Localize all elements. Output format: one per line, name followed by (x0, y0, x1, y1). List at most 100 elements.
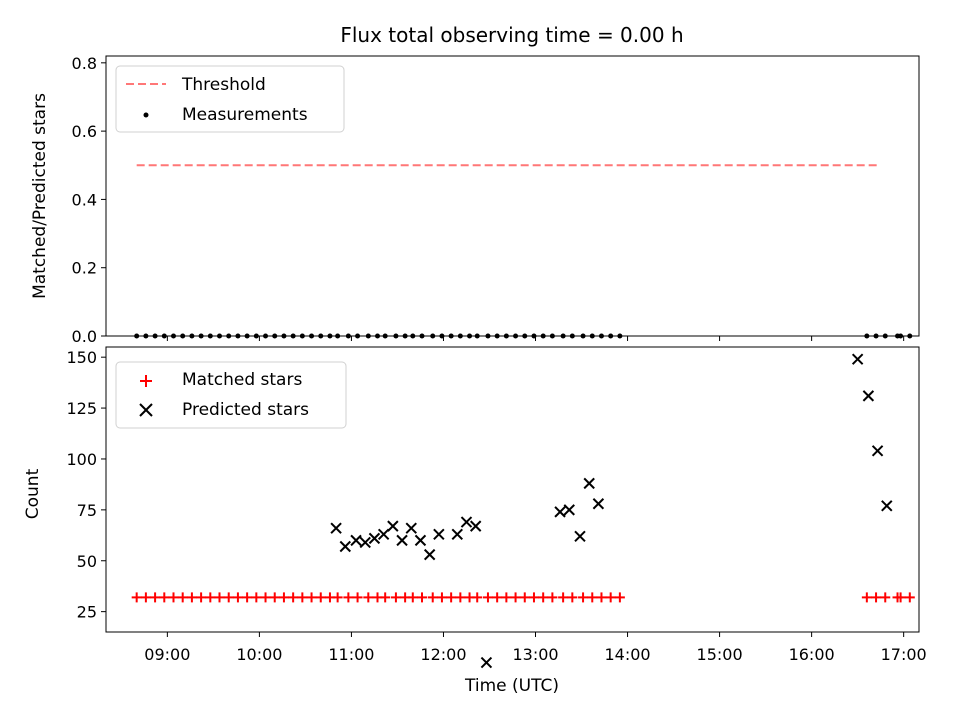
top-legend: Threshold Measurements (115, 65, 345, 133)
predicted-point (330, 522, 342, 534)
matched-point (363, 592, 374, 603)
matched-point (482, 592, 493, 603)
measurement-point (898, 333, 904, 339)
matched-point (223, 592, 234, 603)
measurement-point (513, 333, 519, 339)
measurement-point (402, 333, 408, 339)
predicted-point (480, 656, 493, 669)
measurements-legend-swatch (143, 112, 149, 118)
matched-point (232, 592, 243, 603)
bottom-y-ticks: 25 50 75 100 125 150 (66, 348, 106, 622)
measurement-point (467, 333, 473, 339)
measurement-point (580, 333, 586, 339)
predicted-point (387, 520, 399, 532)
predicted-point (451, 528, 463, 540)
bottom-y-axis-label: Count (23, 468, 43, 519)
measurement-point (299, 333, 305, 339)
predicted-point (592, 498, 605, 510)
measurement-point (907, 333, 913, 339)
bottom-x-ticks: 09:00 10:00 11:00 12:00 13:00 14:00 15:00 16:00… (144, 632, 927, 664)
matched-point (177, 592, 188, 603)
matched-point (269, 592, 280, 603)
predicted-point (563, 504, 575, 516)
measurement-point (318, 333, 324, 339)
predicted-point (460, 516, 473, 528)
chart-title: Flux total observing time = 0.00 h (340, 23, 683, 47)
bottom-y-tick-label: 25 (77, 603, 97, 622)
measurement-point (430, 333, 436, 339)
matched-point (343, 592, 354, 603)
x-tick-label: 17:00 (881, 645, 927, 664)
matched-point (605, 592, 616, 603)
matched-point (288, 592, 299, 603)
measurement-point (882, 333, 888, 339)
predicted-legend-label: Predicted stars (182, 400, 309, 420)
matched-point (904, 592, 915, 603)
measurement-point (540, 333, 546, 339)
measurement-point (382, 333, 388, 339)
measurement-point (522, 333, 528, 339)
matched-point (567, 592, 578, 603)
matched-point (140, 592, 151, 603)
measurement-point (448, 333, 454, 339)
matched-point (861, 592, 872, 603)
matched-point (205, 592, 216, 603)
bottom-y-tick-label: 100 (66, 450, 97, 469)
measurement-point (419, 333, 425, 339)
predicted-point (339, 540, 352, 553)
matched-point (196, 592, 207, 603)
matched-point (492, 592, 503, 603)
matched-point (547, 592, 558, 603)
matched-point (528, 592, 539, 603)
matched-legend-label: Matched stars (182, 370, 302, 390)
top-x-ticks (166, 336, 905, 341)
top-series (134, 164, 913, 339)
measurement-point (226, 333, 232, 339)
measurement-point (589, 333, 595, 339)
matched-point (895, 592, 906, 603)
matched-point (578, 592, 589, 603)
matched-point (159, 592, 170, 603)
top-y-ticks: 0.0 0.2 0.4 0.6 0.8 (72, 54, 106, 346)
matched-point (596, 592, 607, 603)
top-legend-box (115, 65, 345, 133)
measurement-point (873, 333, 879, 339)
measurement-point (253, 333, 259, 339)
matched-point (436, 592, 447, 603)
measurement-point (217, 333, 223, 339)
matched-point (380, 592, 391, 603)
matched-point (472, 592, 483, 603)
matched-point (614, 592, 625, 603)
bottom-panel: Count Time (UTC) 25 50 75 100 125 150 09:00 10… (23, 346, 927, 696)
x-tick-label: 15:00 (697, 645, 743, 664)
x-tick-label: 09:00 (144, 645, 190, 664)
measurement-point (309, 333, 315, 339)
measurement-point (393, 333, 399, 339)
measurement-point (143, 333, 149, 339)
measurement-point (152, 333, 158, 339)
measurement-point (345, 333, 351, 339)
x-tick-label: 10:00 (236, 645, 282, 664)
top-y-tick-label: 0.8 (72, 54, 97, 73)
predicted-point (405, 522, 417, 534)
measurement-point (439, 333, 445, 339)
predicted-point (881, 500, 893, 512)
matched-point (558, 592, 569, 603)
matched-point (427, 592, 438, 603)
matched-point (315, 592, 326, 603)
matched-point (501, 592, 512, 603)
bottom-y-tick-label: 50 (77, 552, 97, 571)
top-y-axis-label: Matched/Predicted stars (30, 93, 50, 299)
matched-point (519, 592, 530, 603)
bottom-plot-frame (105, 346, 920, 633)
matched-point (278, 592, 289, 603)
measurement-point (531, 333, 537, 339)
measurement-point (457, 333, 463, 339)
measurement-point (290, 333, 296, 339)
x-tick-label: 16:00 (789, 645, 835, 664)
matched-point (455, 592, 466, 603)
predicted-point (469, 520, 482, 532)
top-plot-frame (105, 55, 920, 337)
matched-point (186, 592, 197, 603)
